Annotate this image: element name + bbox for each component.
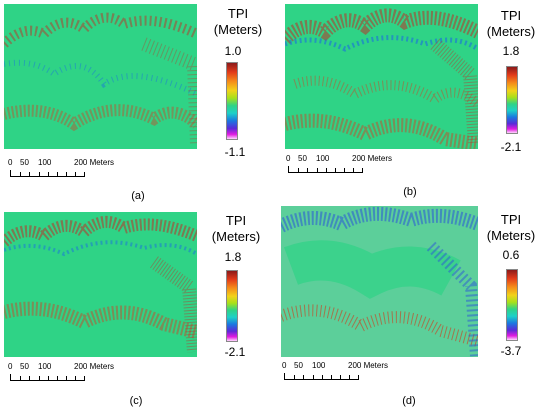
tpi-map-c bbox=[4, 212, 197, 357]
scale-label: 100 bbox=[312, 361, 326, 370]
scale-label: 0 bbox=[8, 362, 13, 371]
tpi-raster-a bbox=[4, 4, 197, 149]
scale-label: 50 bbox=[20, 158, 29, 167]
scale-labels-b: 0 50 100 200 Meters bbox=[286, 154, 426, 164]
scale-label: 50 bbox=[298, 154, 307, 163]
legend-title-line2: (Meters) bbox=[211, 229, 261, 244]
scale-label: 200 Meters bbox=[348, 361, 389, 370]
scale-label: 100 bbox=[38, 158, 52, 167]
scale-label: 200 Meters bbox=[352, 154, 393, 163]
caption-a: (a) bbox=[131, 190, 145, 202]
scale-label: 0 bbox=[286, 154, 291, 163]
tpi-map-d bbox=[281, 206, 478, 357]
legend-max-d: 0.6 bbox=[502, 248, 520, 262]
legend-title-line1: TPI bbox=[225, 213, 247, 228]
legend-title-line2: (Meters) bbox=[486, 228, 536, 243]
tpi-raster-c bbox=[4, 212, 197, 357]
legend-min-b: -2.1 bbox=[500, 140, 522, 154]
legend-title-line1: TPI bbox=[500, 212, 522, 227]
tpi-map-a bbox=[4, 4, 197, 149]
scale-labels-d: 0 50 100 200 Meters bbox=[282, 361, 422, 371]
legend-min-c: -2.1 bbox=[224, 345, 246, 359]
caption-d: (d) bbox=[402, 395, 416, 407]
scale-labels-a: 0 50 100 200 Meters bbox=[8, 158, 148, 168]
caption-b: (b) bbox=[403, 186, 417, 198]
legend-title-a: TPI (Meters) bbox=[203, 6, 273, 38]
scale-label: 50 bbox=[20, 362, 29, 371]
scale-label: 100 bbox=[38, 362, 52, 371]
scale-label: 0 bbox=[282, 361, 287, 370]
legend-min-d: -3.7 bbox=[500, 344, 522, 358]
scale-label: 50 bbox=[294, 361, 303, 370]
legend-title-line1: TPI bbox=[227, 6, 249, 21]
colorbar-c bbox=[226, 270, 238, 342]
scale-labels-c: 0 50 100 200 Meters bbox=[8, 362, 148, 372]
legend-max-c: 1.8 bbox=[224, 250, 242, 264]
legend-max-b: 1.8 bbox=[502, 44, 520, 58]
scale-line bbox=[284, 373, 359, 380]
legend-title-line2: (Meters) bbox=[486, 24, 536, 39]
legend-title-line2: (Meters) bbox=[213, 22, 263, 37]
scale-line bbox=[10, 374, 85, 381]
tpi-raster-b bbox=[285, 4, 478, 149]
colorbar-a bbox=[226, 62, 238, 140]
scale-line bbox=[288, 166, 363, 173]
colorbar-b bbox=[506, 66, 518, 134]
colorbar-d bbox=[506, 269, 518, 341]
legend-title-b: TPI (Meters) bbox=[476, 8, 546, 40]
legend-title-c: TPI (Meters) bbox=[201, 213, 271, 245]
legend-min-a: -1.1 bbox=[224, 145, 246, 159]
scale-label: 100 bbox=[316, 154, 330, 163]
scale-label: 0 bbox=[8, 158, 13, 167]
tpi-map-b bbox=[285, 4, 478, 149]
caption-c: (c) bbox=[129, 395, 143, 407]
scale-label: 200 Meters bbox=[74, 158, 115, 167]
scale-label: 200 Meters bbox=[74, 362, 115, 371]
legend-title-d: TPI (Meters) bbox=[476, 212, 546, 244]
tpi-raster-d bbox=[281, 206, 478, 357]
legend-max-a: 1.0 bbox=[224, 44, 242, 58]
legend-title-line1: TPI bbox=[500, 8, 522, 23]
scale-line bbox=[10, 170, 85, 177]
